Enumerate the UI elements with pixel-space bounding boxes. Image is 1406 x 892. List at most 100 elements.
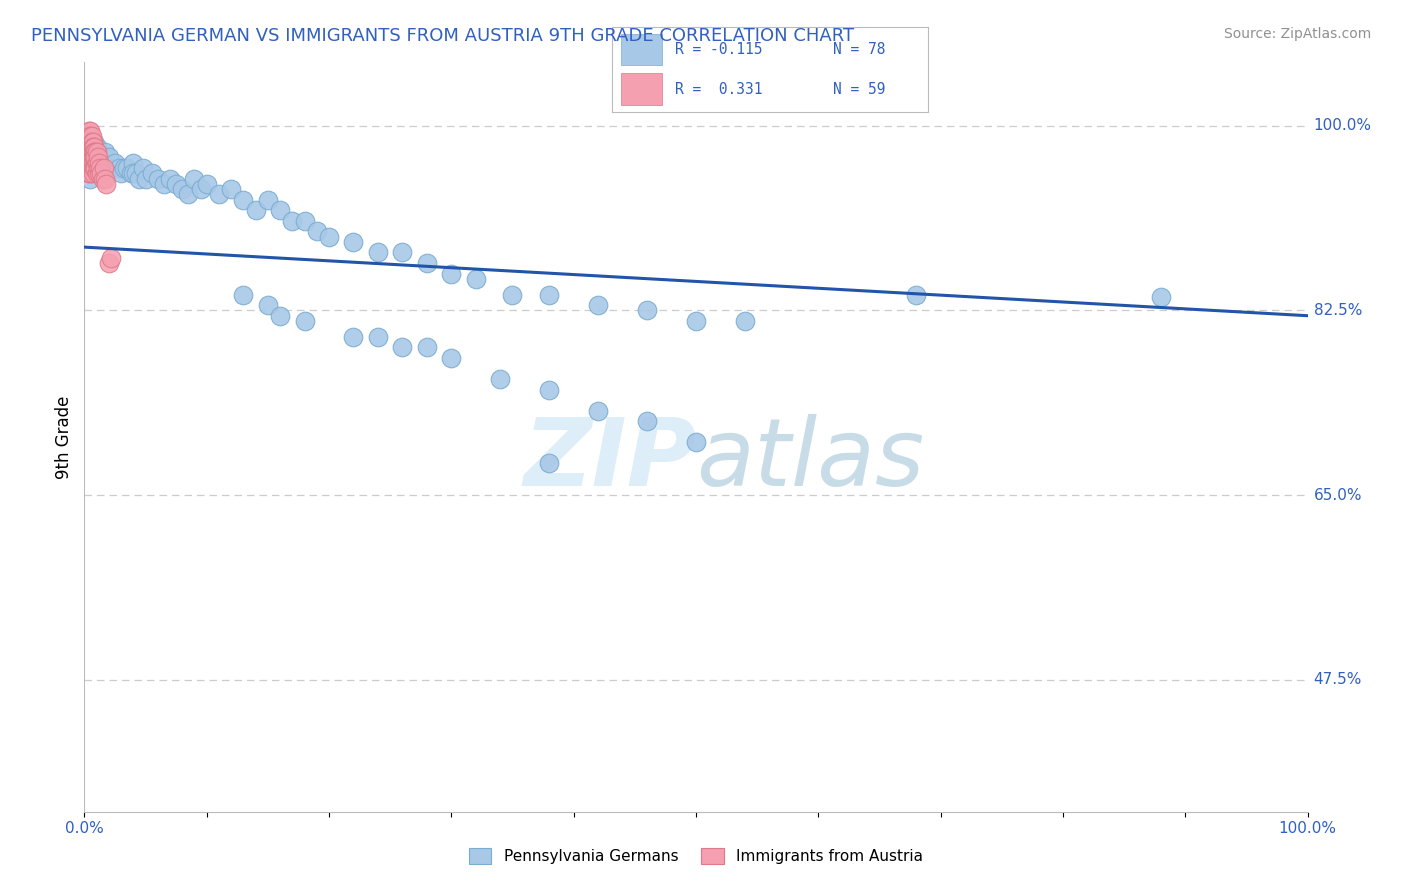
- Point: [107, 161, 129, 175]
- Point: [82, 155, 104, 169]
- Point: [79, 129, 101, 144]
- Point: [257, 298, 280, 312]
- Point: [685, 314, 707, 328]
- Point: [89, 161, 111, 175]
- Text: 47.5%: 47.5%: [1313, 673, 1362, 688]
- Point: [80, 155, 103, 169]
- Point: [79, 140, 101, 154]
- Point: [77, 150, 100, 164]
- Point: [269, 203, 291, 218]
- Point: [132, 161, 155, 175]
- Point: [82, 145, 104, 160]
- Point: [342, 330, 364, 344]
- Point: [77, 129, 100, 144]
- Point: [77, 129, 100, 144]
- Point: [219, 182, 242, 196]
- Point: [79, 135, 101, 149]
- Point: [91, 171, 114, 186]
- Point: [245, 203, 267, 218]
- Point: [91, 161, 114, 175]
- Point: [82, 155, 104, 169]
- Point: [84, 145, 107, 160]
- Text: N = 59: N = 59: [832, 81, 886, 96]
- Point: [128, 171, 150, 186]
- Point: [318, 229, 340, 244]
- Point: [294, 314, 316, 328]
- Point: [77, 135, 100, 149]
- Point: [83, 150, 105, 164]
- Point: [84, 150, 107, 164]
- Point: [538, 457, 561, 471]
- Point: [79, 145, 101, 160]
- Point: [190, 182, 212, 196]
- Point: [80, 150, 103, 164]
- Point: [100, 251, 122, 265]
- Point: [86, 166, 108, 180]
- Point: [87, 155, 110, 169]
- Point: [104, 155, 127, 169]
- Point: [77, 145, 100, 160]
- Text: 65.0%: 65.0%: [1313, 488, 1362, 502]
- Point: [120, 166, 142, 180]
- Point: [87, 166, 110, 180]
- Point: [86, 155, 108, 169]
- Point: [79, 155, 101, 169]
- Point: [77, 135, 100, 149]
- Point: [97, 256, 120, 270]
- Point: [79, 150, 101, 164]
- Point: [94, 171, 117, 186]
- Text: R =  0.331: R = 0.331: [675, 81, 762, 96]
- Point: [79, 129, 101, 144]
- Point: [80, 129, 103, 144]
- Text: Source: ZipAtlas.com: Source: ZipAtlas.com: [1223, 27, 1371, 41]
- Point: [172, 182, 194, 196]
- Point: [79, 161, 101, 175]
- Y-axis label: 9th Grade: 9th Grade: [55, 395, 73, 479]
- Point: [391, 340, 413, 354]
- Point: [83, 145, 105, 160]
- Point: [489, 372, 512, 386]
- Point: [83, 140, 105, 154]
- Point: [586, 298, 609, 312]
- Point: [77, 155, 100, 169]
- Point: [115, 161, 138, 175]
- Point: [141, 166, 163, 180]
- Point: [79, 124, 101, 138]
- Point: [82, 145, 104, 160]
- Text: 100.0%: 100.0%: [1313, 119, 1372, 133]
- Legend: Pennsylvania Germans, Immigrants from Austria: Pennsylvania Germans, Immigrants from Au…: [461, 840, 931, 871]
- Point: [80, 161, 103, 175]
- Point: [82, 166, 104, 180]
- Point: [165, 177, 187, 191]
- Point: [89, 161, 111, 175]
- Point: [232, 193, 254, 207]
- Text: 82.5%: 82.5%: [1313, 303, 1362, 318]
- Point: [87, 155, 110, 169]
- Point: [83, 135, 105, 149]
- Text: N = 78: N = 78: [832, 42, 886, 57]
- Point: [636, 414, 658, 428]
- Point: [367, 330, 389, 344]
- Point: [110, 166, 132, 180]
- Bar: [621, 34, 662, 65]
- Point: [77, 145, 100, 160]
- Point: [183, 171, 205, 186]
- Point: [538, 383, 561, 397]
- Point: [734, 314, 756, 328]
- Point: [342, 235, 364, 249]
- Point: [77, 140, 100, 154]
- Point: [416, 256, 439, 270]
- Point: [1150, 290, 1173, 304]
- Text: ZIP: ZIP: [523, 414, 696, 506]
- Point: [122, 166, 145, 180]
- Text: atlas: atlas: [696, 414, 924, 505]
- Point: [195, 177, 218, 191]
- Point: [84, 161, 107, 175]
- Point: [97, 150, 120, 164]
- Point: [305, 224, 328, 238]
- Point: [96, 177, 118, 191]
- Point: [146, 171, 169, 186]
- Point: [86, 150, 108, 164]
- Point: [112, 161, 135, 175]
- Point: [208, 187, 231, 202]
